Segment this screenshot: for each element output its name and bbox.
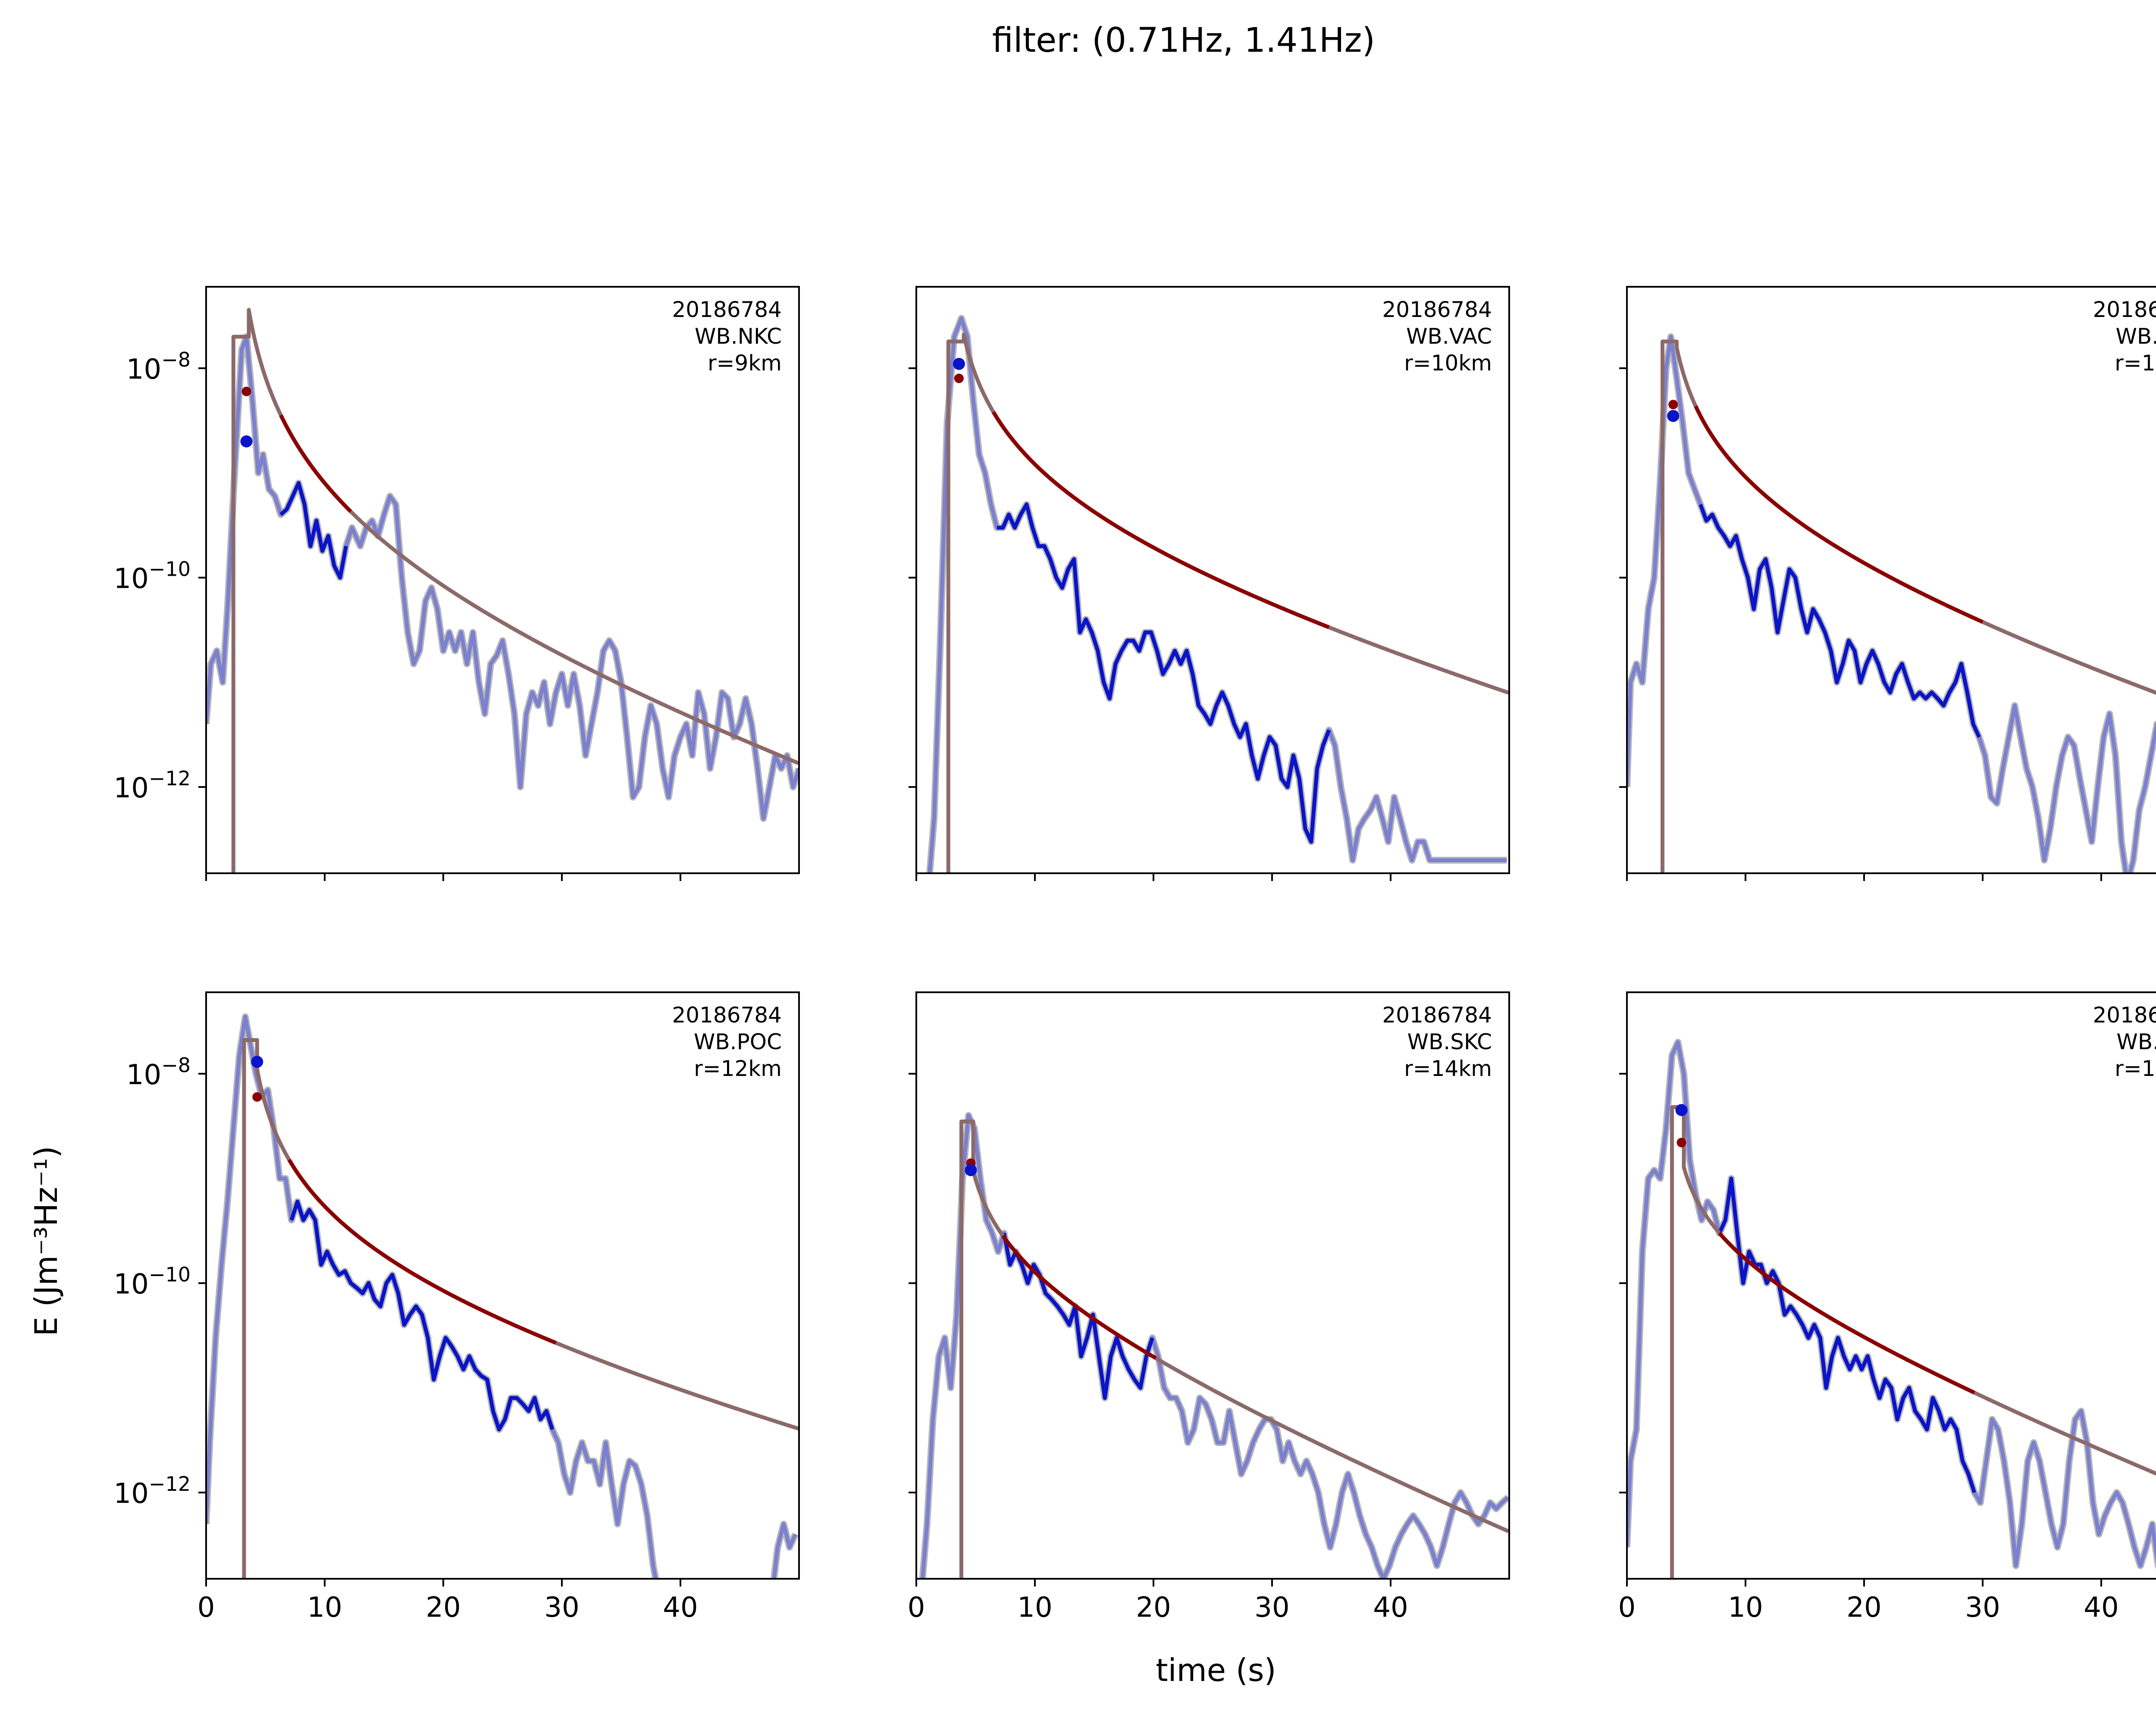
station-label-line: 20186784 — [2093, 1003, 2156, 1028]
station-label-line: 20186784 — [1382, 297, 1492, 322]
plot-area — [206, 1013, 799, 1579]
x-tick-label: 0 — [197, 1592, 215, 1624]
envelope-fit-line — [1002, 1232, 1154, 1400]
envelope-fit-line — [279, 481, 348, 580]
plot-area — [1627, 333, 2156, 873]
model-point — [1677, 1138, 1686, 1148]
x-tick-label: 40 — [663, 1592, 698, 1624]
observed-point — [1675, 1104, 1688, 1116]
x-tick-label: 10 — [1017, 1592, 1052, 1624]
model-fit-curve — [279, 414, 352, 513]
x-tick-label: 40 — [2084, 1592, 2118, 1624]
plot-area — [206, 307, 799, 873]
x-tick-label: 20 — [426, 1592, 461, 1624]
station-label-line: WB.POC — [694, 1029, 782, 1054]
model-fit-curve — [287, 1159, 557, 1345]
y-axis-label: E (Jm⁻³Hz⁻¹) — [28, 1146, 64, 1336]
y-tick-label: 10−10 — [113, 1263, 191, 1300]
station-label-line: r=11km — [2115, 351, 2156, 376]
station-label-line: 20186784 — [672, 297, 782, 322]
station-label-line: r=12km — [694, 1056, 782, 1081]
observed-point — [1667, 410, 1680, 422]
station-label-line: WB.KVC — [2115, 324, 2156, 349]
axes-frame — [915, 991, 1510, 1580]
x-tick-label: 0 — [1618, 1592, 1636, 1624]
station-label-line: WB.KRC — [2116, 1029, 2156, 1054]
x-tick-label: 10 — [307, 1592, 342, 1624]
y-tick-label: 10−12 — [113, 1472, 191, 1510]
station-label-line: r=10km — [1404, 351, 1492, 376]
x-tick-label: 10 — [1728, 1592, 1763, 1624]
axes-frame — [205, 991, 800, 1580]
envelope-fit-line — [1717, 1176, 1977, 1493]
model-point — [1668, 400, 1678, 410]
envelope-fit-line — [997, 502, 1331, 844]
station-label-line: r=14km — [2115, 1056, 2156, 1081]
y-tick-label: 10−8 — [126, 348, 191, 386]
figure-title: filter: (0.71Hz, 1.41Hz) — [992, 21, 1375, 60]
station-label-line: WB.VAC — [1406, 324, 1492, 349]
model-fit-curve — [991, 411, 1330, 629]
observed-point — [251, 1056, 263, 1068]
model-fit-curve — [1694, 405, 1984, 624]
model-point — [241, 386, 251, 396]
model-point — [252, 1092, 262, 1102]
observed-point — [240, 435, 253, 448]
plot-area — [919, 1112, 1509, 1579]
model-fit-curve — [1001, 1234, 1157, 1360]
model-point — [954, 373, 964, 383]
envelope-fit-line — [289, 1200, 555, 1432]
model-fit-curve — [1718, 1232, 1975, 1395]
station-label-line: r=9km — [708, 351, 782, 376]
observed-point — [953, 357, 965, 370]
station-label-line: WB.NKC — [695, 324, 782, 349]
x-tick-label: 20 — [1136, 1592, 1171, 1624]
station-label-line: WB.SKC — [1407, 1029, 1492, 1054]
panels: 10−810−1010−1220186784WB.NKCr=9km2018678… — [113, 286, 2156, 1624]
x-tick-label: 20 — [1846, 1592, 1881, 1624]
y-tick-label: 10−10 — [113, 557, 191, 595]
station-label-line: 20186784 — [1382, 1003, 1492, 1028]
observed-point — [965, 1164, 977, 1176]
axes-frame — [1626, 991, 2156, 1580]
station-label-line: 20186784 — [2093, 297, 2156, 322]
y-tick-label: 10−12 — [113, 767, 191, 804]
x-axis-label: time (s) — [1156, 1652, 1276, 1688]
envelope-fit-line — [1698, 504, 1981, 738]
x-tick-label: 40 — [1373, 1592, 1408, 1624]
axes-frame — [1626, 286, 2156, 874]
axes-frame — [205, 286, 800, 874]
station-label-line: r=14km — [1404, 1056, 1492, 1081]
plot-area — [926, 315, 1509, 873]
subplot-4: 0 10 20 30 40 10−8 10−10 10−12 20186784WB.POCr=1… — [113, 991, 800, 1624]
plot-area — [1627, 1038, 2156, 1579]
y-tick-label: 10−8 — [126, 1054, 191, 1091]
station-label-line: 20186784 — [672, 1003, 782, 1028]
axes-frame — [915, 286, 1510, 874]
x-tick-label: 30 — [1254, 1592, 1289, 1624]
x-tick-label: 30 — [1965, 1592, 2000, 1624]
x-tick-label: 0 — [908, 1592, 925, 1624]
x-tick-label: 30 — [544, 1592, 579, 1624]
